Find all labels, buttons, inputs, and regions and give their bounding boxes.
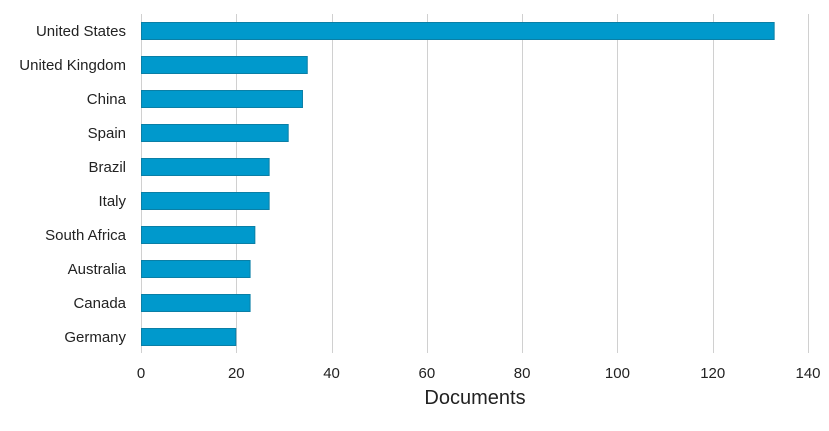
category-label: Australia — [68, 261, 127, 278]
x-tick-label: 140 — [795, 365, 820, 382]
bar-germany — [141, 328, 237, 346]
bar-brazil — [141, 158, 270, 176]
category-label: Germany — [64, 329, 126, 346]
x-tick-label: 120 — [700, 365, 725, 382]
x-tick-label: 0 — [137, 365, 145, 382]
bar-united-states — [141, 22, 775, 40]
x-tick-label: 80 — [514, 365, 531, 382]
category-label: United States — [36, 23, 126, 40]
category-labels: United States United Kingdom China Spain Bra… — [19, 23, 126, 346]
category-label: China — [87, 91, 127, 108]
category-label: Canada — [73, 295, 126, 312]
category-label: United Kingdom — [19, 57, 126, 74]
bar-united-kingdom — [141, 56, 308, 74]
x-tick-label: 60 — [419, 365, 436, 382]
bars — [141, 22, 775, 346]
x-axis-title: Documents — [424, 387, 525, 409]
bar-south-africa — [141, 226, 256, 244]
bar-italy — [141, 192, 270, 210]
category-label: South Africa — [45, 227, 127, 244]
x-tick-label: 100 — [605, 365, 630, 382]
x-tick-label: 20 — [228, 365, 245, 382]
category-label: Italy — [98, 193, 126, 210]
category-label: Spain — [88, 125, 126, 142]
bar-canada — [141, 294, 251, 312]
x-tick-labels: 0 20 40 60 80 100 120 140 — [137, 365, 821, 382]
bar-china — [141, 90, 303, 108]
bar-australia — [141, 260, 251, 278]
x-tick-label: 40 — [323, 365, 340, 382]
bar-spain — [141, 124, 289, 142]
category-label: Brazil — [88, 159, 126, 176]
